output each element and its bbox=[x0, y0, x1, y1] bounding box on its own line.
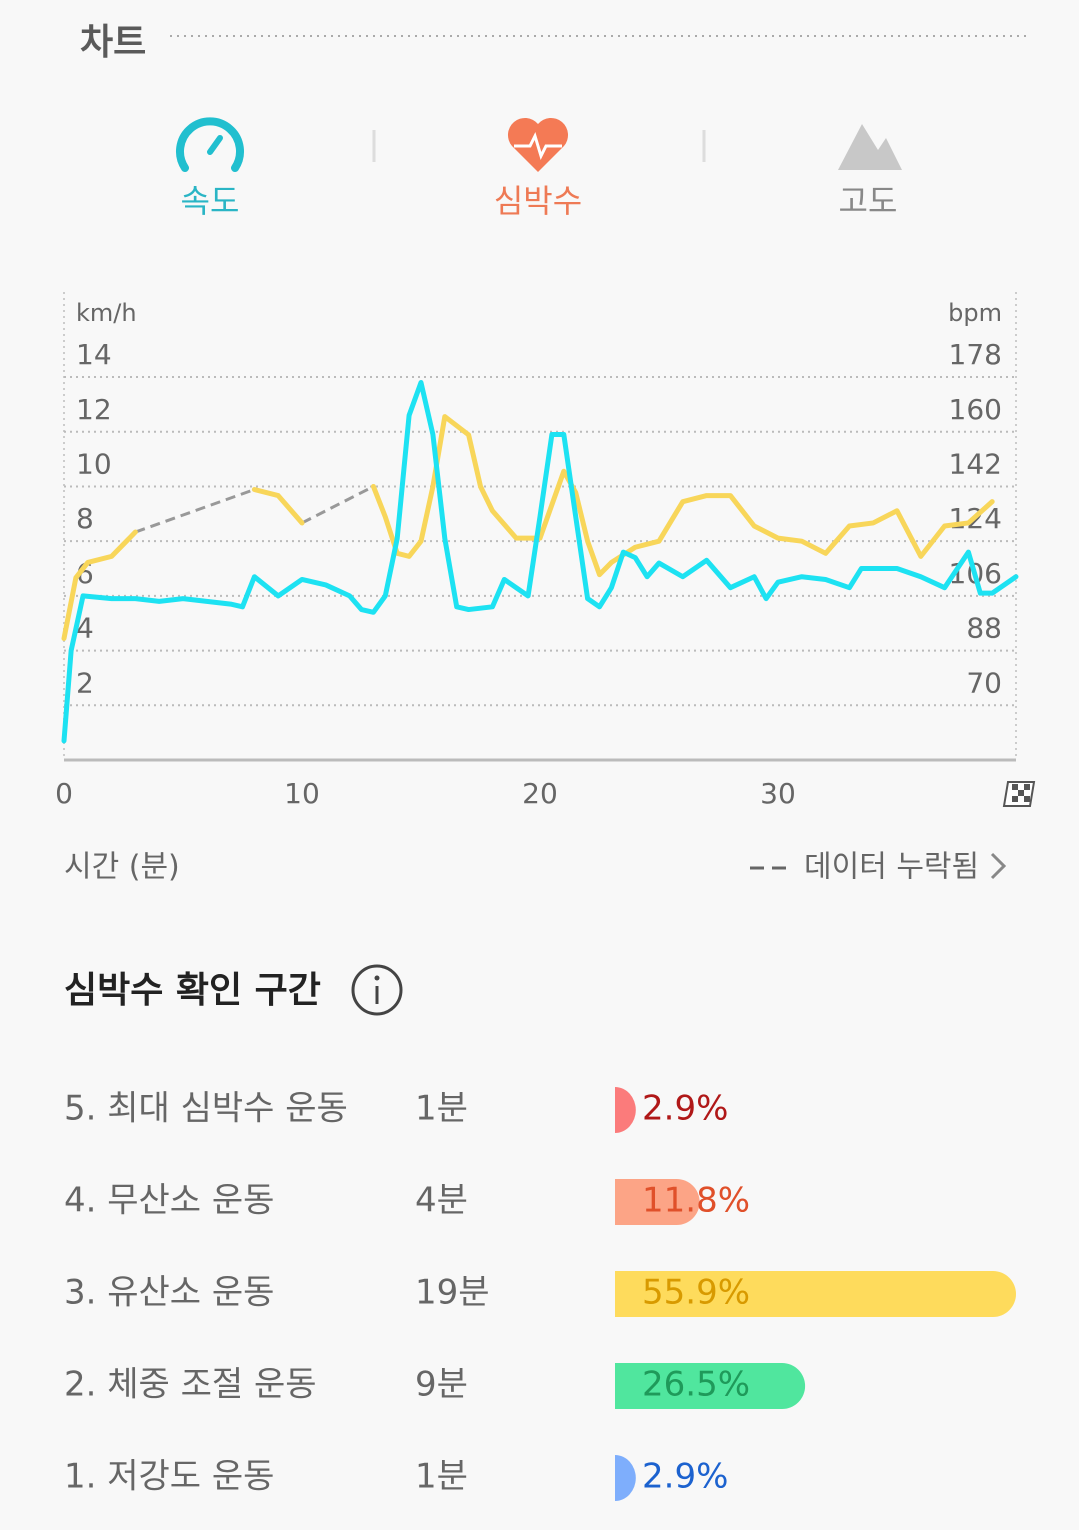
zone-label: 4. 무산소 운동 bbox=[64, 1181, 274, 1221]
y-tick-label: 6 bbox=[76, 557, 94, 590]
zone-percent: 11.8% bbox=[642, 1181, 750, 1221]
y2-axis-unit: bpm bbox=[948, 299, 1002, 327]
tab-speed[interactable]: 속도 bbox=[176, 117, 244, 220]
zone-percent: 2.9% bbox=[642, 1089, 728, 1129]
y-tick-label: 10 bbox=[76, 447, 112, 480]
y-tick-label: 4 bbox=[76, 612, 94, 645]
zone-label: 3. 유산소 운동 bbox=[64, 1273, 274, 1313]
zone-bar bbox=[615, 1179, 700, 1225]
y2-tick-label: 160 bbox=[949, 393, 1002, 426]
y-axis-unit: km/h bbox=[76, 299, 137, 327]
y2-tick-label: 70 bbox=[966, 666, 1002, 699]
zone-bar bbox=[615, 1363, 806, 1409]
zone-duration: 1분 bbox=[415, 1089, 468, 1129]
zone-duration: 1분 bbox=[415, 1457, 468, 1497]
x-tick-label: 20 bbox=[522, 777, 558, 810]
y-tick-label: 12 bbox=[76, 393, 112, 426]
missing-data-line bbox=[301, 485, 375, 525]
zone-duration: 19분 bbox=[415, 1273, 490, 1313]
y-tick-label: 2 bbox=[76, 666, 94, 699]
x-tick-label: 0 bbox=[55, 777, 73, 810]
tab-label: 심박수 bbox=[494, 182, 582, 220]
x-axis-label: 시간 (분) bbox=[64, 850, 180, 885]
tab-heart[interactable]: 심박수 bbox=[494, 117, 582, 220]
zone-bar bbox=[615, 1271, 1016, 1317]
tab-label: 속도 bbox=[181, 182, 240, 220]
missing-data-line bbox=[134, 488, 255, 534]
zone-percent: 55.9% bbox=[642, 1273, 750, 1313]
speed-icon-needle bbox=[207, 135, 223, 155]
zones-title: 심박수 확인 구간 bbox=[64, 970, 321, 1011]
y2-tick-label: 88 bbox=[966, 612, 1002, 645]
y2-tick-label: 178 bbox=[949, 338, 1002, 371]
zone-duration: 9분 bbox=[415, 1365, 468, 1405]
y2-tick-label: 142 bbox=[949, 447, 1002, 480]
info-icon[interactable] bbox=[351, 964, 403, 1016]
x-tick-label: 30 bbox=[760, 777, 796, 810]
x-tick-label: 10 bbox=[284, 777, 320, 810]
zone-bar bbox=[615, 1087, 636, 1133]
finish-flag bbox=[1002, 781, 1036, 807]
zone-percent: 26.5% bbox=[642, 1365, 750, 1405]
speed-icon bbox=[176, 117, 244, 172]
section-title: 차트 bbox=[80, 22, 146, 63]
zone-label: 1. 저강도 운동 bbox=[64, 1457, 274, 1497]
y-tick-label: 14 bbox=[76, 338, 112, 371]
data-line bbox=[61, 380, 1019, 744]
y-tick-label: 8 bbox=[76, 502, 94, 535]
zone-duration: 4분 bbox=[415, 1181, 468, 1221]
zone-bar bbox=[615, 1455, 636, 1501]
tab-label: 고도 bbox=[839, 182, 898, 220]
heart-icon-pulse bbox=[514, 131, 562, 161]
tab-altitude[interactable]: 고도 bbox=[838, 124, 902, 220]
zone-label: 5. 최대 심박수 운동 bbox=[64, 1089, 348, 1129]
legend-arrow[interactable] bbox=[990, 852, 1007, 880]
zone-label: 2. 체중 조절 운동 bbox=[64, 1365, 317, 1405]
legend-text[interactable]: 데이터 누락됨 bbox=[804, 850, 979, 885]
mountain-icon bbox=[838, 124, 902, 170]
zone-percent: 2.9% bbox=[642, 1457, 728, 1497]
